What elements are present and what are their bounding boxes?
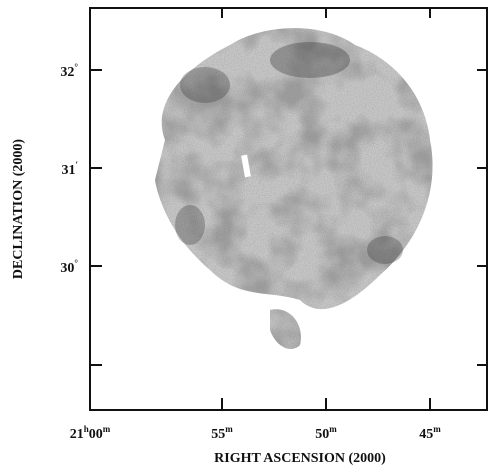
tick-label-part: h xyxy=(84,424,89,434)
tick-label-part: 00 xyxy=(89,427,103,442)
x-axis-label: RIGHT ASCENSION (2000) xyxy=(214,451,386,466)
tick-label-part: 45 xyxy=(419,427,433,442)
tick-label-part: 32 xyxy=(60,65,74,80)
tick-label-part: 31 xyxy=(61,163,75,178)
tick-label-part: 55 xyxy=(211,427,225,442)
tick-label-part: 21 xyxy=(70,427,84,442)
nebula xyxy=(155,28,433,350)
tick-label: 31′ xyxy=(61,160,78,178)
tick-label-part: 50 xyxy=(315,427,329,442)
tick-label: 45m xyxy=(419,424,441,442)
tick-label: 55m xyxy=(211,424,233,442)
tick-label-part: m xyxy=(329,424,337,434)
tick-label-part: 30 xyxy=(60,261,74,276)
tick-label: 21h00m xyxy=(70,424,111,442)
tick-label: 32° xyxy=(60,62,78,80)
frame xyxy=(89,7,488,411)
tick-label: 50m xyxy=(315,424,337,442)
tick-label: 30° xyxy=(60,258,78,276)
tick-label-part: m xyxy=(433,424,441,434)
y-axis-label: DECLINATION (2000) xyxy=(11,139,26,279)
tick-label-part: ° xyxy=(74,62,78,72)
tick-label-part: ′ xyxy=(75,160,78,170)
tick-label-part: m xyxy=(225,424,233,434)
tick-label-part: m xyxy=(103,424,111,434)
tick-label-part: ° xyxy=(74,258,78,268)
